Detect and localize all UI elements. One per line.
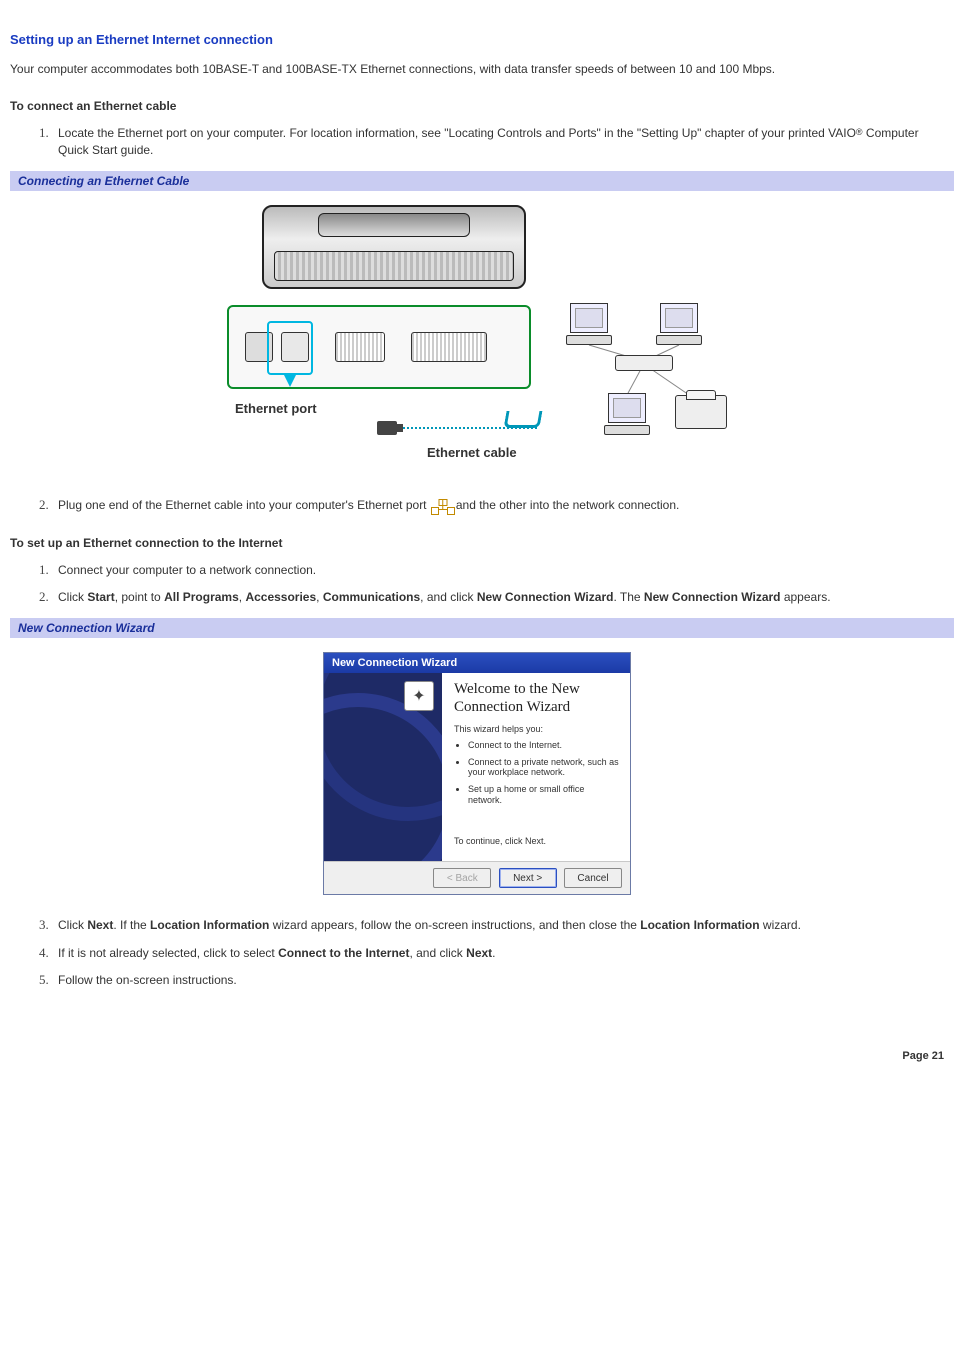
step-follow-instructions: Follow the on-screen instructions. [52, 972, 944, 989]
wizard-badge-icon: ✦ [404, 681, 434, 711]
figure-caption-bar: New Connection Wizard [0, 618, 954, 638]
figure-caption-bar: Connecting an Ethernet Cable [0, 171, 954, 191]
laptop-illustration [262, 205, 526, 289]
ethernet-cable-label: Ethernet cable [427, 445, 517, 460]
ethernet-port-label: Ethernet port [235, 401, 317, 416]
subheading-connect-cable: To connect an Ethernet cable [10, 98, 944, 115]
wizard-continue-text: To continue, click Next. [454, 836, 620, 846]
wizard-titlebar: New Connection Wizard [324, 653, 630, 673]
network-illustration [555, 303, 735, 443]
arrow-down-icon [283, 373, 297, 387]
wizard-bullet: Set up a home or small office network. [468, 784, 620, 806]
wizard-bullet: Connect to a private network, such as yo… [468, 757, 620, 779]
figure-wizard-screenshot: New Connection Wizard ✦ Welcome to the N… [10, 638, 944, 909]
step-click-next: Click Next. If the Location Information … [52, 917, 944, 934]
wizard-bullet: Connect to the Internet. [468, 740, 620, 751]
step-plug-cable: Plug one end of the Ethernet cable into … [52, 497, 944, 514]
step-locate-port: Locate the Ethernet port on your compute… [52, 125, 944, 160]
wizard-next-button[interactable]: Next > [499, 868, 557, 888]
step-text: and the other into the network connectio… [456, 498, 679, 512]
step-select-connect: If it is not already selected, click to … [52, 945, 944, 962]
wizard-window: New Connection Wizard ✦ Welcome to the N… [323, 652, 631, 895]
subheading-setup-connection: To set up an Ethernet connection to the … [10, 535, 944, 552]
registered-mark: ® [856, 127, 863, 137]
wizard-subtext: This wizard helps you: [454, 724, 620, 734]
figure-ethernet-diagram: Ethernet port Ethernet cable [10, 191, 944, 489]
step-connect-network: Connect your computer to a network conne… [52, 562, 944, 579]
page-title: Setting up an Ethernet Internet connecti… [10, 32, 944, 47]
wizard-heading: Welcome to the New Connection Wizard [454, 681, 620, 716]
step-text: Plug one end of the Ethernet cable into … [58, 498, 430, 512]
ethernet-cable-illustration [377, 415, 537, 441]
step-text: Locate the Ethernet port on your compute… [58, 126, 856, 140]
step-open-wizard: Click Start, point to All Programs, Acce… [52, 589, 944, 606]
wizard-cancel-button[interactable]: Cancel [564, 868, 622, 888]
wizard-back-button: < Back [433, 868, 491, 888]
laptop-side-panel [227, 305, 531, 389]
ethernet-icon [432, 499, 454, 513]
wizard-sidebar-graphic: ✦ [324, 673, 442, 861]
intro-paragraph: Your computer accommodates both 10BASE-T… [10, 61, 944, 78]
page-number: Page 21 [10, 1050, 944, 1062]
